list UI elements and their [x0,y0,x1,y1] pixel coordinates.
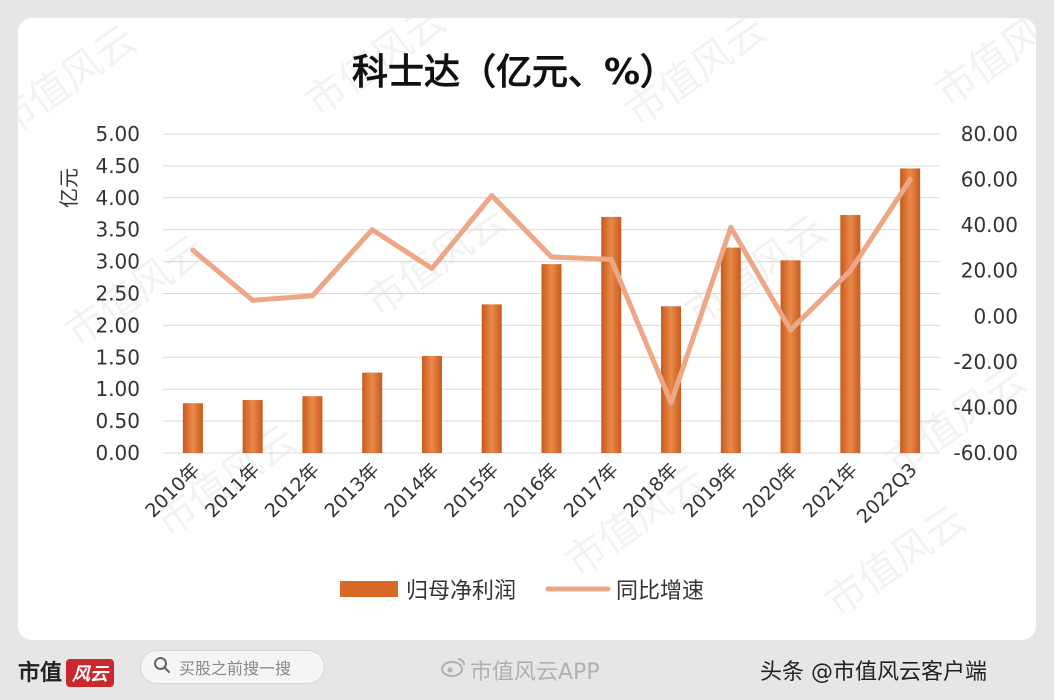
growth-point [309,293,315,299]
source-credit: 头条 @市值风云客户端 [760,660,987,685]
x-tick-label: 2015年 [440,459,503,522]
brand-name: 市值 [18,661,63,686]
y-tick-label: 4.50 [95,154,140,178]
growth-point [489,193,495,199]
weibo-icon [440,656,466,684]
y2-tick-label: 20.00 [961,259,1018,283]
x-tick-label: 2022Q3 [853,459,922,528]
y2-tick-label: -60.00 [954,441,1018,465]
bar [302,396,323,453]
y-tick-label: 1.00 [95,377,140,401]
watermark-text: 市值风云 [557,457,714,586]
y-tick-label: 3.50 [95,218,140,242]
growth-point [429,265,435,271]
y-tick-label: 0.50 [95,409,140,433]
growth-point [728,224,734,230]
growth-point [608,256,614,262]
y-axis-label: 亿元 [57,168,81,208]
y2-tick-label: 0.00 [973,304,1018,328]
bar [661,306,682,453]
legend-line-label: 同比增速 [616,579,704,604]
y-tick-label: 2.50 [95,282,140,306]
bar [900,168,921,453]
x-tick-label: 2014年 [380,459,443,522]
y2-tick-label: -20.00 [954,350,1018,374]
bar [720,247,741,453]
watermark-text: 市值风云 [817,497,974,626]
weibo-text: 市值风云APP [470,660,600,685]
growth-point [369,227,375,233]
growth-point [549,254,554,260]
x-tick-label: 2020年 [739,459,802,522]
bar [182,403,203,453]
growth-point [190,247,196,253]
y2-tick-label: -40.00 [954,395,1018,419]
y-tick-label: 3.00 [95,250,140,274]
search-box[interactable]: 买股之前搜一搜 [140,650,325,684]
y-tick-label: 0.00 [95,441,140,465]
legend-bar-swatch [340,581,398,597]
x-tick-label: 2013年 [321,459,384,522]
bar [840,215,861,453]
search-placeholder: 买股之前搜一搜 [179,659,292,678]
growth-point [907,177,913,183]
watermark-text: 市值风云 [927,18,1036,116]
bar [780,260,801,453]
growth-point [250,297,256,303]
y2-tick-label: 80.00 [961,122,1018,146]
brand-logo: 市值 风云 [18,655,115,687]
bar [242,400,263,453]
y-tick-label: 1.50 [95,345,140,369]
growth-point [788,327,794,333]
bar [481,304,502,453]
bar [601,216,622,453]
x-tick-label: 2016年 [500,459,563,522]
bar [421,356,442,453]
y-tick-label: 4.00 [95,186,140,210]
bar [541,264,562,453]
y-tick-label: 2.00 [95,313,140,337]
growth-point [847,268,853,274]
brand-mark: 风云 [66,659,115,687]
bar [362,372,383,453]
chart-title: 科士达（亿元、%） [352,52,676,93]
y2-tick-label: 60.00 [961,168,1018,192]
weibo-account: 市值风云APP [440,654,600,686]
search-icon [153,656,171,678]
y2-tick-label: 40.00 [961,213,1018,237]
y-tick-label: 5.00 [95,122,140,146]
legend-bar-label: 归母净利润 [406,579,516,604]
chart-card: 市值风云 市值风云 市值风云 市值风云 市值风云 市值风云 市值风云 市值风云 市值风云 市值风云… [0,0,1054,640]
growth-point [668,400,674,406]
